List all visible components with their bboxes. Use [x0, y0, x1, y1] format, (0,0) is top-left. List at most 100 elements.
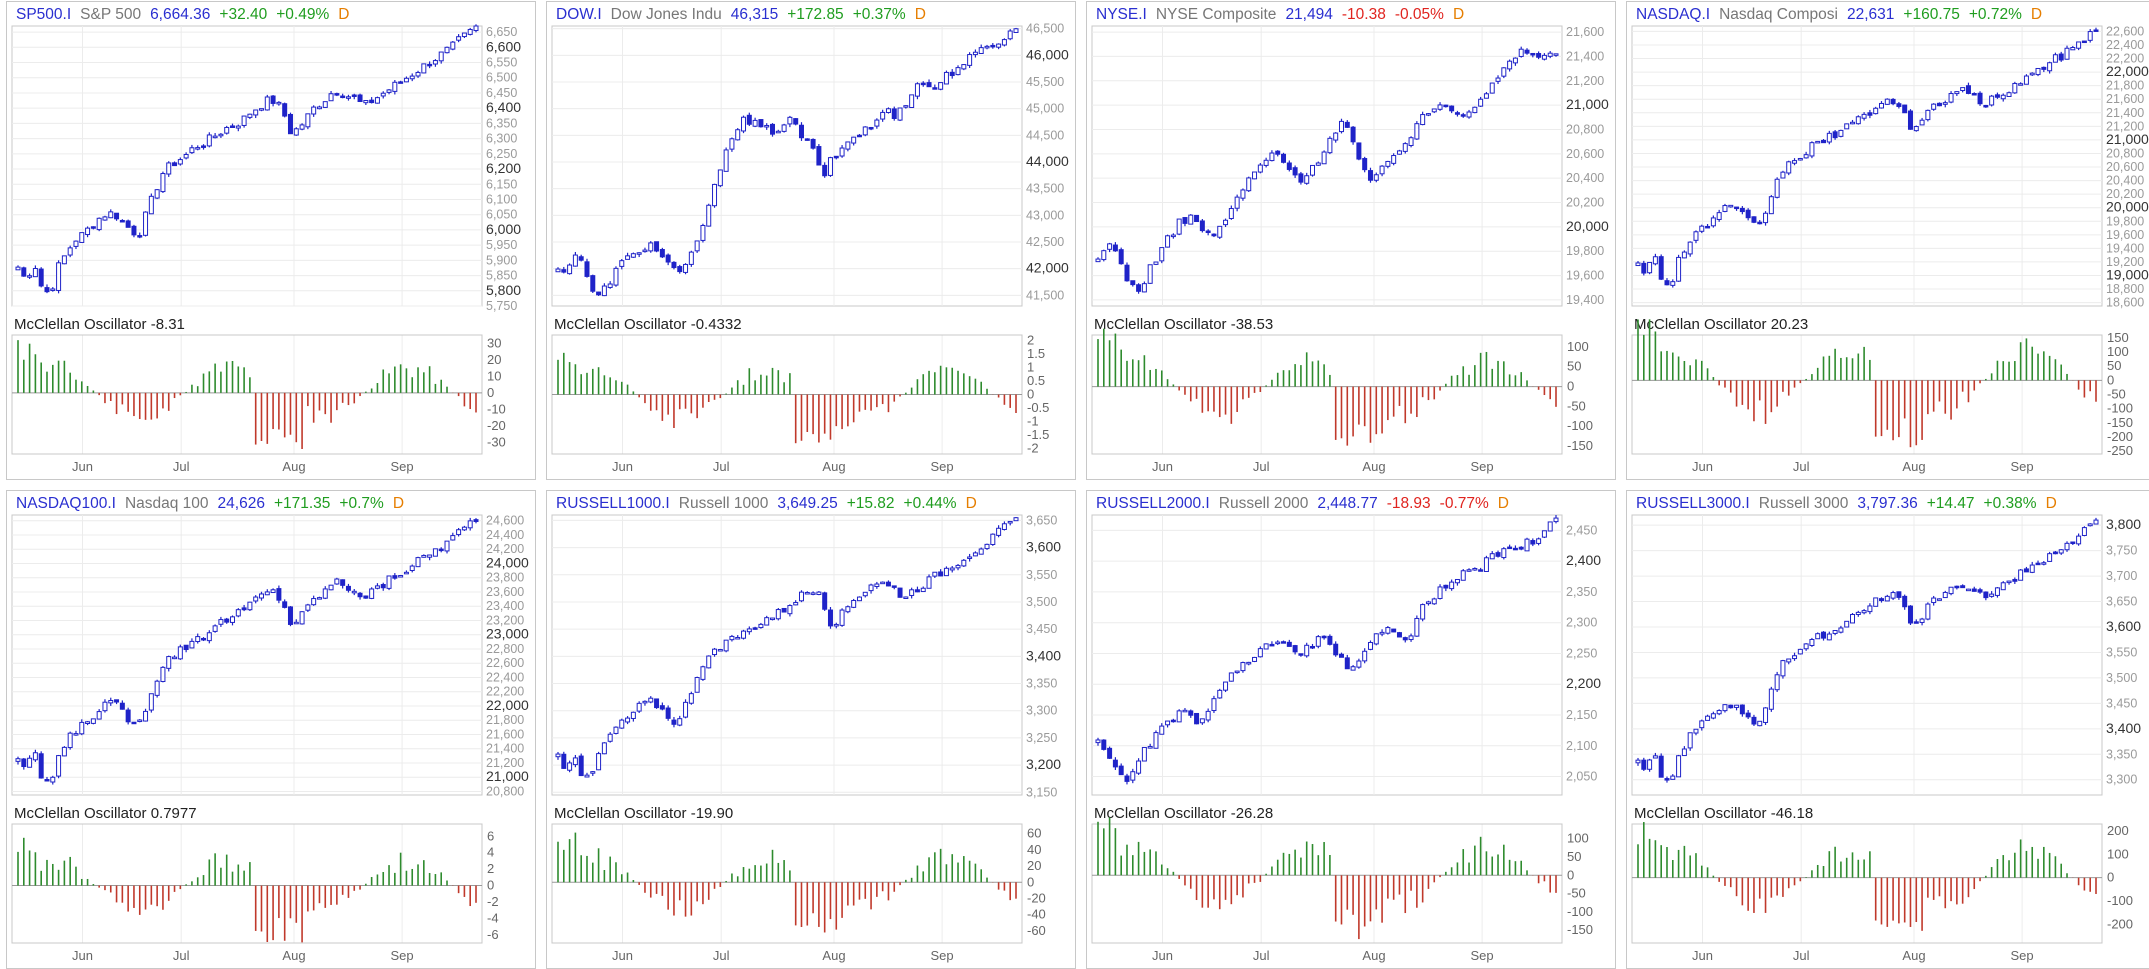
frequency-toggle[interactable]: D: [914, 6, 926, 23]
candle-body: [903, 105, 909, 108]
candle-body: [1414, 617, 1420, 637]
candle-body: [1007, 30, 1013, 40]
index-chart-panel[interactable]: NYSE.I NYSE Composite 21,494 -10.38 -0.05% D 2…: [1086, 1, 1616, 480]
candle-body: [1437, 104, 1443, 110]
candle-body: [1136, 284, 1142, 292]
candle-body: [961, 559, 967, 567]
candle-body: [1501, 67, 1507, 77]
candle-body: [1391, 155, 1397, 164]
percent-change: +0.37%: [852, 6, 906, 23]
price-tick-label: 21,600: [2106, 92, 2144, 106]
candle-body: [1013, 28, 1019, 33]
candle-body: [1188, 214, 1194, 225]
candle-body: [1310, 164, 1316, 176]
candle-body: [1664, 778, 1670, 781]
price-tick-label: 22,600: [2106, 24, 2144, 38]
candle-body: [224, 126, 230, 134]
oscillator-tick-label: 100: [1567, 339, 1589, 354]
symbol-link[interactable]: DOW.I: [556, 6, 602, 23]
candle-body: [816, 146, 822, 166]
frequency-toggle[interactable]: D: [1497, 495, 1509, 512]
candle-body: [1437, 586, 1443, 599]
chart-header: SP500.I S&P 500 6,664.36 +32.40 +0.49% D: [16, 6, 358, 24]
candle-body: [1205, 230, 1211, 234]
oscillator-label: McClellan Oscillator 20.23: [1634, 316, 1808, 333]
candle-body: [1763, 707, 1769, 723]
price-tick-label: 42,000: [1026, 260, 1069, 276]
candle-body: [1385, 160, 1391, 167]
symbol-link[interactable]: RUSSELL3000.I: [1636, 495, 1750, 512]
candle-body: [787, 605, 793, 615]
price-plot-frame: [1091, 514, 1563, 796]
month-label: Sep: [2011, 948, 2034, 963]
candle-body: [671, 261, 677, 268]
index-chart-panel[interactable]: NASDAQ100.I Nasdaq 100 24,626 +171.35 +0.7% D…: [6, 490, 536, 969]
chart-canvas: 46,500 46,000 45,500 45,000 44,500 44,000 43,5…: [551, 22, 1069, 474]
candle-body: [415, 71, 421, 77]
candle-body: [2029, 72, 2035, 76]
price-tick-label: 5,950: [486, 238, 517, 252]
oscillator-tick-label: -0.5: [1027, 400, 1049, 415]
candle-body: [1194, 214, 1200, 223]
candle-body: [1687, 241, 1693, 255]
candle-body: [2047, 553, 2053, 562]
candle-body: [253, 596, 259, 602]
candle-body: [694, 677, 700, 693]
candle-body: [1165, 235, 1171, 248]
candle-body: [1838, 627, 1844, 633]
price-plot-frame: [551, 25, 1023, 307]
candle-body: [1431, 598, 1437, 605]
symbol-link[interactable]: RUSSELL2000.I: [1096, 495, 1210, 512]
candle-body: [1234, 670, 1240, 674]
index-chart-panel[interactable]: RUSSELL1000.I Russell 1000 3,649.25 +15.82 +…: [546, 490, 1076, 969]
frequency-toggle[interactable]: D: [965, 495, 977, 512]
candle-body: [851, 136, 857, 144]
candle-body: [1112, 759, 1118, 768]
frequency-toggle[interactable]: D: [2030, 6, 2043, 23]
candle-body: [972, 51, 978, 56]
candle-body: [212, 135, 218, 139]
frequency-toggle[interactable]: D: [392, 495, 405, 512]
frequency-toggle[interactable]: D: [2045, 495, 2057, 512]
candle-body: [1367, 170, 1373, 181]
price-tick-label: 23,600: [486, 585, 524, 599]
index-chart-panel[interactable]: DOW.I Dow Jones Indu 46,315 +172.85 +0.37% D 4…: [546, 1, 1076, 480]
candle-body: [949, 567, 955, 571]
candle-body: [1420, 114, 1426, 126]
candle-body: [160, 666, 166, 682]
index-chart-panel[interactable]: NASDAQ.I Nasdaq Composi 22,631 +160.75 +0.72…: [1626, 1, 2149, 480]
symbol-link[interactable]: NASDAQ.I: [1636, 6, 1711, 23]
frequency-toggle[interactable]: D: [1452, 6, 1465, 23]
price-tick-label: 46,500: [1026, 22, 1064, 36]
index-chart-panel[interactable]: RUSSELL2000.I Russell 2000 2,448.77 -18.93-…: [1086, 490, 1616, 969]
candle-body: [2093, 29, 2099, 32]
index-chart-panel[interactable]: RUSSELL3000.I Russell 3000 3,797.36 +14.47 +…: [1626, 490, 2149, 969]
symbol-link[interactable]: SP500.I: [16, 6, 72, 23]
price-tick-label: 3,200: [1026, 756, 1061, 772]
candle-body: [299, 611, 305, 625]
symbol-link[interactable]: NASDAQ100.I: [16, 495, 116, 512]
candle-body: [201, 637, 207, 641]
symbol-link[interactable]: NYSE.I: [1096, 6, 1147, 23]
candle-body: [590, 275, 596, 292]
price-tick-label: 2,350: [1566, 585, 1597, 599]
candle-body: [891, 585, 897, 588]
candle-body: [735, 636, 741, 640]
candle-body: [584, 261, 590, 277]
candle-body: [247, 601, 253, 611]
candle-body: [770, 617, 776, 621]
oscillator-tick-label: -2: [1027, 441, 1039, 456]
candle-body: [920, 82, 926, 86]
price-tick-label: 6,250: [486, 147, 517, 161]
symbol-link[interactable]: RUSSELL1000.I: [556, 495, 670, 512]
candle-body: [1751, 216, 1757, 223]
oscillator-tick-label: 40: [1027, 842, 1041, 857]
candle-body: [926, 82, 932, 88]
index-chart-panel[interactable]: SP500.I S&P 500 6,664.36 +32.40 +0.49% D 6,650…: [6, 1, 536, 480]
last-price: 24,626: [217, 495, 265, 512]
oscillator-tick-label: -200: [2107, 916, 2133, 931]
candle-body: [1495, 77, 1501, 82]
frequency-toggle[interactable]: D: [338, 6, 350, 23]
candle-body: [868, 584, 874, 592]
candle-body: [276, 101, 282, 105]
